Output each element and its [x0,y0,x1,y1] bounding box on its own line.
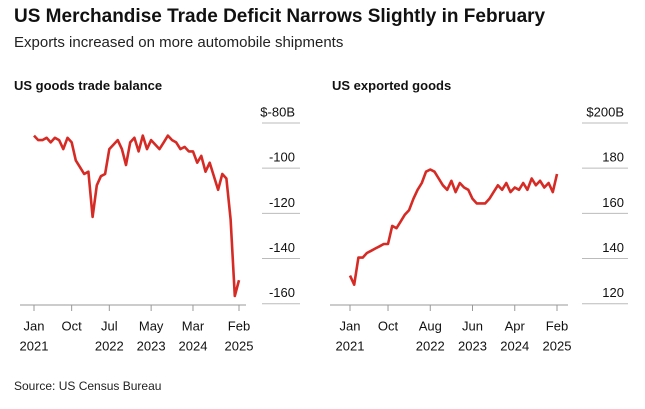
x-tick-year: 2025 [225,338,254,353]
x-tick-label: Oct [62,318,83,333]
y-tick-label: 140 [602,240,624,255]
y-tick-label: -160 [269,285,295,300]
x-tick-label: Jan [24,318,45,333]
y-tick-label: 180 [602,150,624,165]
x-tick-year: 2022 [416,338,445,353]
subtitle: Exports increased on more automobile shi… [14,34,343,51]
x-tick-year: 2023 [137,338,166,353]
y-tick-label: $-80B [260,104,295,119]
data-line [348,168,559,286]
panel-title: US goods trade balance [14,78,162,93]
x-tick-year: 2024 [179,338,208,353]
x-tick-year: 2024 [500,338,529,353]
y-tick-label: 120 [602,285,624,300]
x-tick-label: Mar [182,318,205,333]
y-tick-label: 160 [602,195,624,210]
y-tick-label: -100 [269,150,295,165]
y-tick-label: -140 [269,240,295,255]
x-tick-label: Oct [378,318,399,333]
x-tick-label: Feb [228,318,250,333]
x-tick-label: May [139,318,164,333]
x-tick-label: Jan [340,318,361,333]
y-tick-label: $200B [586,104,624,119]
x-tick-label: Jul [101,318,118,333]
x-tick-label: Jun [462,318,483,333]
x-tick-year: 2025 [543,338,572,353]
x-tick-label: Feb [546,318,568,333]
x-tick-year: 2022 [95,338,124,353]
x-tick-label: Aug [419,318,442,333]
y-tick-label: -120 [269,195,295,210]
x-tick-label: Apr [505,318,526,333]
panel-title: US exported goods [332,78,451,93]
source: Source: US Census Bureau [14,379,161,393]
x-tick-year: 2021 [20,338,49,353]
data-line [33,134,241,298]
x-tick-year: 2021 [336,338,365,353]
x-tick-year: 2023 [458,338,487,353]
title: US Merchandise Trade Deficit Narrows Sli… [14,6,546,27]
